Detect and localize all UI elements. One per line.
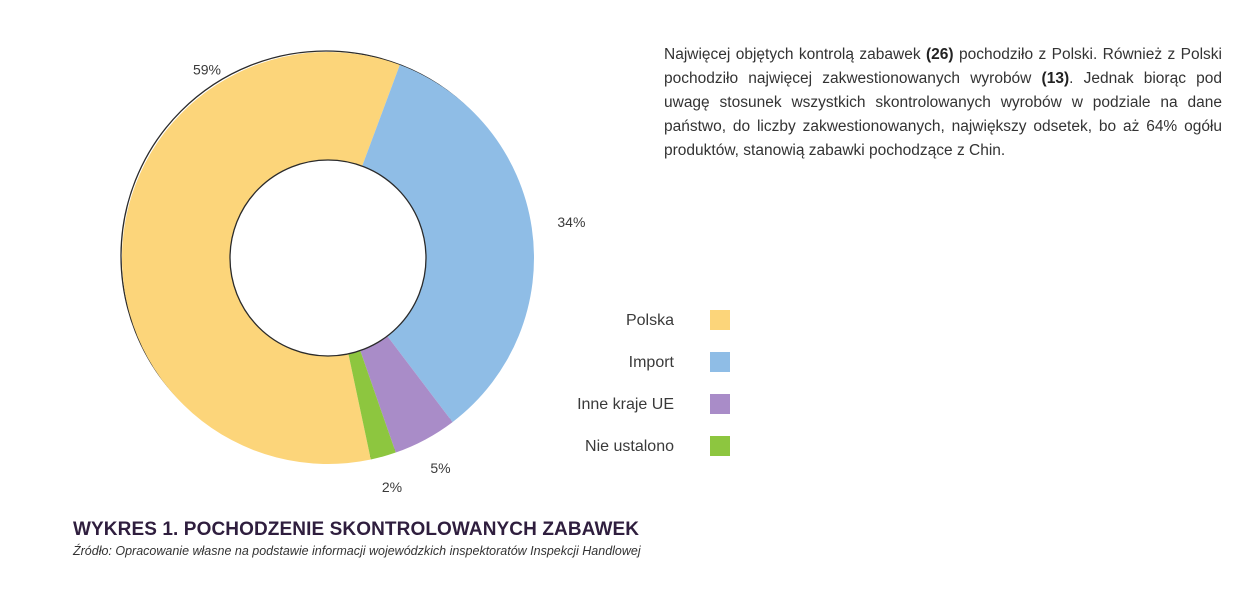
legend-item-polska: Polska <box>500 308 740 350</box>
legend-item-inne-kraje-ue: Inne kraje UE <box>500 392 740 434</box>
slice-label-nie-ustalono: 2% <box>382 479 402 495</box>
donut-slice-import <box>362 64 534 423</box>
donut-slice-polska <box>122 51 400 465</box>
legend-item-nie-ustalono: Nie ustalono <box>500 434 740 476</box>
slice-label-polska: 59% <box>193 62 221 78</box>
description-bold-count-1: (26) <box>925 46 954 63</box>
legend-swatch <box>710 436 730 456</box>
legend-item-import: Import <box>500 350 740 392</box>
chart-legend: Polska Import Inne kraje UE Nie ustalono <box>500 308 740 476</box>
donut-slice-inne-kraje-ue <box>360 336 453 453</box>
slice-label-inne-kraje-ue: 5% <box>430 460 450 476</box>
donut-chart: 59% 34% 5% 2% <box>120 50 585 495</box>
donut-slice-nie-ustalono <box>348 350 396 460</box>
legend-label: Nie ustalono <box>585 438 674 455</box>
legend-label: Polska <box>625 312 674 329</box>
donut-hole <box>229 159 427 357</box>
figure-source: Źródło: Opracowanie własne na podstawie … <box>73 544 641 558</box>
description-bold-count-2: (13) <box>1041 70 1070 87</box>
legend-label: Import <box>628 354 674 371</box>
legend-swatch <box>710 352 730 372</box>
description-text-1: Najwięcej objętych kontrolą zabawek <box>664 46 926 63</box>
legend-swatch <box>710 394 730 414</box>
slice-label-import: 34% <box>557 214 585 230</box>
legend-swatch <box>710 310 730 330</box>
chart-description: Najwięcej objętych kontrolą zabawek (26)… <box>664 43 1222 163</box>
legend-label: Inne kraje UE <box>577 396 674 413</box>
description-text-3: . Jednak biorąc pod uwagę stosunek wszys… <box>664 70 1222 159</box>
figure-title: WYKRES 1. POCHODZENIE SKONTROLOWANYCH ZA… <box>73 519 640 540</box>
description-text-2: pochodziło z Polski. Również z Polski po… <box>664 46 1223 87</box>
